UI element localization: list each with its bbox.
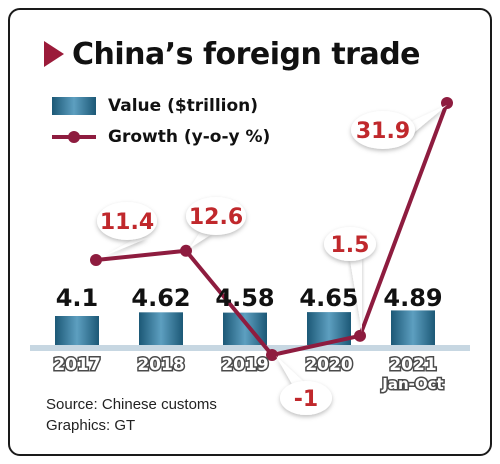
callout-tail xyxy=(350,258,362,332)
growth-value-label-2019: -1 xyxy=(294,387,318,412)
growth-value-label-2017: 11.4 xyxy=(100,210,154,235)
growth-value-label-2018: 12.6 xyxy=(189,205,243,230)
growth-point-2021 xyxy=(441,97,453,109)
bar-value-label-2020: 4.65 xyxy=(299,284,358,312)
callout-bubble xyxy=(351,111,415,149)
bar-2021 xyxy=(391,310,435,345)
x-axis-baseline xyxy=(30,345,470,351)
bar-2018 xyxy=(139,312,183,345)
x-tick-sublabel-2021: Jan-Oct xyxy=(381,375,443,393)
callout-bubble xyxy=(280,381,332,415)
bar-value-label-2018: 4.62 xyxy=(131,284,190,312)
growth-point-2018 xyxy=(180,244,192,257)
callout-bubble xyxy=(97,202,157,240)
graphics-credit: Graphics: GT xyxy=(46,417,136,434)
growth-value-label-2020: 1.5 xyxy=(331,233,370,258)
growth-callout-2017: 11.4 xyxy=(97,202,157,256)
legend-line-swatch xyxy=(52,128,96,146)
growth-callout-2019: -1 xyxy=(276,356,332,415)
legend-bar-swatch xyxy=(52,97,96,115)
growth-callout-2020: 1.5 xyxy=(324,227,376,332)
growth-callout-2018: 12.6 xyxy=(186,197,246,248)
bar-2017 xyxy=(55,316,99,345)
x-tick-label-2020: 2020 xyxy=(305,355,352,375)
x-tick-label-2018: 2018 xyxy=(137,355,184,375)
legend-item-value: Value ($trillion) xyxy=(52,96,258,116)
x-tick-label-2019: 2019 xyxy=(221,355,268,375)
x-tick-label-2021: 2021 xyxy=(389,355,436,375)
legend-item-growth: Growth (y-o-y %) xyxy=(52,127,270,147)
x-tick-label-2017: 2017 xyxy=(53,355,100,375)
bar-value-label-2021: 4.89 xyxy=(383,284,442,312)
bar-value-label-2019: 4.58 xyxy=(215,284,274,312)
title-arrow-icon xyxy=(44,41,64,67)
legend-label-value: Value ($trillion) xyxy=(108,96,259,116)
callout-bubble xyxy=(186,197,246,235)
callout-tail xyxy=(190,232,212,248)
callout-tail xyxy=(104,238,148,256)
growth-value-label-2021: 31.9 xyxy=(356,119,410,144)
title-row: China’s foreign trade xyxy=(44,34,421,74)
legend-label-growth: Growth (y-o-y %) xyxy=(108,127,271,147)
source-note: Source: Chinese customs xyxy=(46,396,217,413)
growth-callout-2021: 31.9 xyxy=(351,105,447,149)
bar-value-label-2017: 4.1 xyxy=(56,284,99,312)
growth-point-2020 xyxy=(354,329,366,342)
callout-tail xyxy=(406,105,447,136)
growth-point-2017 xyxy=(90,254,102,266)
callout-tail xyxy=(276,356,304,384)
chart-frame xyxy=(8,8,492,456)
growth-point-2019 xyxy=(266,348,278,361)
chart-title: China’s foreign trade xyxy=(72,36,421,72)
callout-bubble xyxy=(324,227,376,261)
